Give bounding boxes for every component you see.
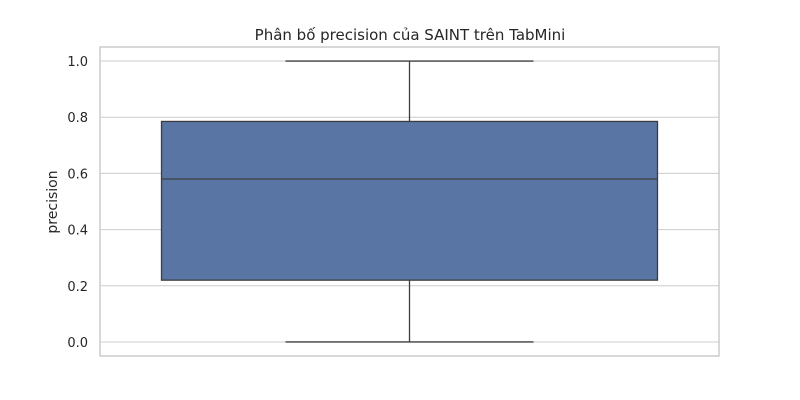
y-axis-ticks: 0.0 0.2 0.4 0.6 0.8 1.0 bbox=[67, 55, 88, 351]
y-axis-label: precision bbox=[45, 170, 61, 233]
y-tick-label: 0.2 bbox=[67, 280, 88, 295]
iqr-box bbox=[160, 120, 659, 281]
y-tick-label: 1.0 bbox=[67, 55, 88, 70]
plot-frame bbox=[99, 46, 720, 357]
y-tick-label: 0.0 bbox=[67, 336, 88, 351]
chart-title: Phân bố precision của SAINT trên TabMini bbox=[255, 26, 566, 44]
y-tick-label: 0.6 bbox=[67, 167, 88, 182]
y-tick-label: 0.4 bbox=[67, 224, 88, 239]
boxplot bbox=[160, 60, 659, 343]
y-tick-label: 0.8 bbox=[67, 111, 88, 126]
